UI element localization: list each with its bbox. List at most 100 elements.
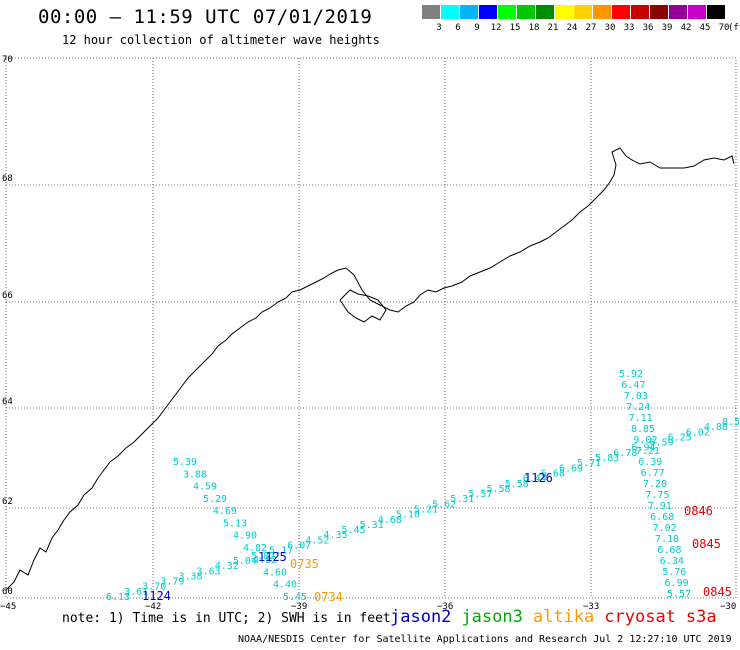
- lat-label: 62: [2, 497, 13, 507]
- wave-height-value: 5.71: [577, 458, 601, 469]
- satellite-name: altika: [532, 607, 595, 627]
- altika-track: 5.393.884.595.294.695.134.904.824.824.60…: [173, 457, 307, 603]
- wave-height-value: 4.82: [243, 543, 267, 554]
- wave-height-value: 6.44: [523, 474, 547, 485]
- lon-label: −36: [437, 602, 453, 612]
- coastline-detail: [339, 289, 387, 323]
- legend-label: 36: [642, 23, 654, 33]
- lat-label: 66: [2, 291, 13, 301]
- wave-height-value: 9.02: [633, 435, 657, 446]
- legend-swatch: [669, 5, 687, 19]
- wave-height-value: 5.57: [667, 589, 691, 600]
- wave-height-value: 6.34: [660, 556, 684, 567]
- legend-swatch: [593, 5, 611, 19]
- wave-height-value: 7.75: [645, 490, 669, 501]
- legend-swatch: [631, 5, 649, 19]
- wave-height-value: 7.21: [636, 446, 660, 457]
- lon-label: −42: [145, 602, 161, 612]
- wave-height-value: 3.61: [124, 587, 148, 598]
- satellite-name: s3a: [685, 607, 717, 627]
- wave-height-value: 5.10: [396, 510, 420, 521]
- wave-height-value: 5.45: [283, 592, 307, 603]
- legend-label: 33: [623, 23, 635, 33]
- legend-label: 18: [528, 23, 540, 33]
- wave-height-value: 5.29: [203, 494, 227, 505]
- legend-label: 6: [455, 23, 461, 33]
- legend-label: 21: [547, 23, 559, 33]
- wave-height-value: 7.02: [653, 523, 677, 534]
- legend-swatch: [460, 5, 478, 19]
- wave-height-value: 4.52: [305, 535, 329, 546]
- wave-height-value: 5.92: [619, 369, 643, 380]
- pass-time-labels: 1124 1125 1126 0735 0734 0846 0845 0845: [142, 471, 732, 604]
- wave-height-value: 6.68: [650, 512, 674, 523]
- s3a-track: 5.926.477.037.247.118.859.027.216.396.77…: [619, 369, 691, 600]
- legend-label: 12: [490, 23, 502, 33]
- wave-height-value: 6.02: [686, 427, 710, 438]
- pass-time-label: 1125: [258, 550, 287, 564]
- wave-height-value: 5.57: [468, 489, 492, 500]
- wave-height-value: 7.11: [629, 413, 653, 424]
- legend-label: 15: [509, 23, 521, 33]
- satellite-legend: jason2 jason3 altika cryosat s3a: [390, 607, 727, 627]
- legend-swatch: [422, 5, 440, 19]
- wave-height-value: 6.39: [638, 457, 662, 468]
- pass-time-label: 1124: [142, 589, 171, 603]
- coastline: [5, 147, 735, 591]
- pass-time-label: 1126: [524, 471, 553, 485]
- wave-height-value: 5.21: [414, 505, 438, 516]
- wave-height-value: 6.25: [668, 432, 692, 443]
- wave-height-value: 5.17: [269, 546, 293, 557]
- pass-time-label: 0735: [290, 557, 319, 571]
- wave-height-value: 4.90: [233, 531, 257, 542]
- wave-height-value: 5.31: [450, 494, 474, 505]
- lat-label: 70: [2, 55, 13, 65]
- legend-label: 27: [585, 23, 597, 33]
- pass-time-label: 0845: [692, 537, 721, 551]
- wave-height-value: 3.88: [183, 469, 207, 480]
- legend-swatch: [441, 5, 459, 19]
- wave-height-value: 7.24: [626, 402, 650, 413]
- pass-time-label: 0734: [314, 590, 343, 604]
- lat-label: 60: [2, 587, 13, 597]
- wave-height-value: 5.58: [505, 479, 529, 490]
- wave-height-value: 6.77: [641, 468, 665, 479]
- wave-height-value: 5.83: [595, 453, 619, 464]
- lon-label: −45: [0, 602, 16, 612]
- legend-swatch: [517, 5, 535, 19]
- wave-height-value: 6.68: [541, 468, 565, 479]
- legend-swatch: [688, 5, 706, 19]
- wave-height-value: 7.03: [624, 391, 648, 402]
- legend-swatch: [555, 5, 573, 19]
- wave-height-value: 3.38: [178, 571, 202, 582]
- wave-height-value: 4.32: [215, 561, 239, 572]
- wave-height-value: 6.59: [650, 438, 674, 449]
- wave-height-value: 4.40: [273, 580, 297, 591]
- legend-swatch: [574, 5, 592, 19]
- legend-swatch: [707, 5, 725, 19]
- wave-height-value: 4.35: [323, 530, 347, 541]
- wave-height-value: 4.59: [193, 482, 217, 493]
- lat-label: 64: [2, 397, 13, 407]
- wave-height-value: 4.60: [263, 567, 287, 578]
- satellite-name: jason3: [461, 607, 523, 627]
- legend-swatch: [498, 5, 516, 19]
- wave-height-value: 3.63: [197, 566, 221, 577]
- wave-height-value: 5.31: [360, 520, 384, 531]
- wave-height-value: 8.85: [631, 424, 655, 435]
- wave-height-value: 5.45: [342, 525, 366, 536]
- lat-lon-grid: 70 68 66 64 62 60 −45 −42 −39 −36 −33 −30: [0, 55, 737, 612]
- lon-label: −30: [720, 602, 736, 612]
- wave-height-value: 6.94: [631, 443, 655, 454]
- wave-height-value: 5.58: [486, 484, 510, 495]
- wave-height-value: 6.69: [559, 463, 583, 474]
- wave-height-value: 6.78: [613, 448, 637, 459]
- wave-height-value: 7.20: [643, 479, 667, 490]
- jason2-track: 6.133.613.703.793.383.634.325.045.825.17…: [106, 417, 740, 603]
- legend-label: 42: [680, 23, 692, 33]
- map-title: 00:00 – 11:59 UTC 07/01/2019: [38, 6, 373, 28]
- wave-height-value: 6.99: [665, 578, 689, 589]
- wave-height-value: 3.79: [160, 577, 184, 588]
- wave-height-value: 5.04: [233, 556, 257, 567]
